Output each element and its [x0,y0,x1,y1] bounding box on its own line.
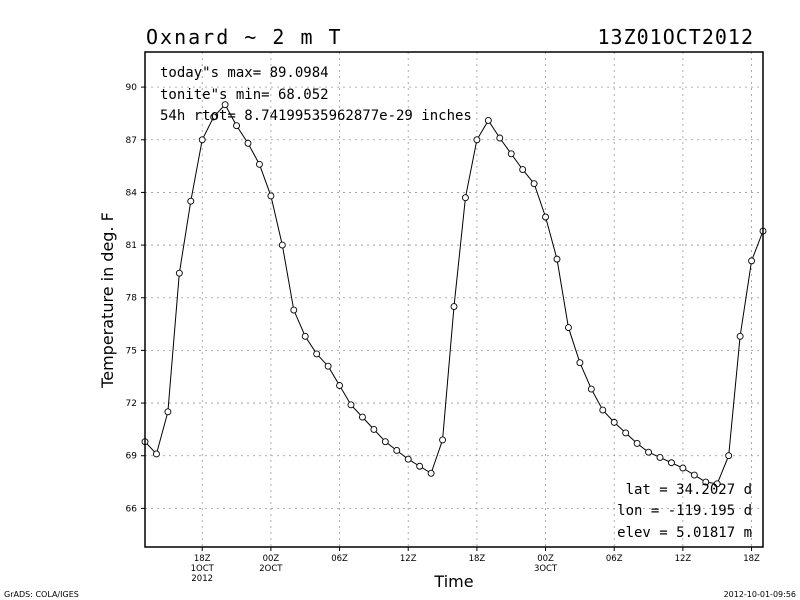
y-axis-ticks: 66 69 72 75 78 81 84 87 90 [126,83,145,514]
data-point-marker [599,406,607,414]
data-point-marker [690,471,698,479]
y-tick-label: 87 [126,136,137,146]
x-tick-label: 00Z [537,554,554,564]
x-tick-label: 2OCT [259,564,283,574]
data-point-marker [622,429,630,437]
x-tick-label: 1OCT [191,564,215,574]
data-point-marker [324,362,332,370]
data-point-marker [244,139,252,147]
data-point-marker [484,117,492,124]
x-tick-label: 18Z [743,554,760,564]
data-point-marker [610,418,618,426]
data-point-marker [210,113,218,121]
y-tick-label: 75 [126,346,137,356]
data-point-marker [198,136,206,144]
data-point-marker [702,478,710,486]
x-axis-label: Time [433,572,473,591]
x-tick-label: 00Z [263,554,280,564]
annotation-max: today"s max= 89.0984 [160,65,329,81]
annotation-lat: lat = 34.2027 d [626,482,752,498]
data-point-marker [587,385,595,393]
x-tick-label: 06Z [606,554,623,564]
x-tick-label: 3OCT [534,564,558,574]
grid [145,52,763,547]
data-point-marker [439,436,447,444]
chart-title-left: Oxnard ~ 2 m T [146,25,343,49]
x-tick-label: 18Z [469,554,486,564]
data-point-marker [278,241,286,249]
data-point-marker [152,450,160,458]
data-point-marker [507,150,515,158]
data-point-marker [416,462,424,470]
data-point-marker [267,192,275,200]
data-point-marker [358,413,366,421]
y-tick-label: 78 [126,294,138,304]
annotation-elev: elev = 5.01817 m [617,525,752,541]
data-point-marker [461,194,469,202]
y-tick-label: 90 [126,83,138,93]
data-point-marker [713,480,721,488]
plot-frame [144,51,764,548]
data-point-marker [221,101,229,109]
data-point-marker [667,459,675,467]
y-tick-label: 81 [126,241,137,251]
x-tick-label: 12Z [675,554,692,564]
footer-right: 2012-10-01-09:56 [724,590,796,599]
y-axis-label: Temperature in deg. F [98,212,117,389]
data-point-marker [576,359,584,367]
y-tick-label: 69 [126,452,138,462]
data-point-marker [301,332,309,340]
data-point-marker [679,464,687,472]
data-point-marker [393,447,401,454]
data-point-marker [530,180,538,188]
data-point-marker [233,122,241,130]
data-point-marker [290,306,298,314]
annotation-lon: lon = -119.195 d [617,503,752,519]
data-point-marker [175,269,183,277]
data-point-marker [347,401,355,409]
x-tick-label: 18Z [194,554,211,564]
data-point-marker [542,213,550,221]
data-point-marker [496,134,504,142]
data-point-marker [748,257,756,265]
annotation-rtot: 54h rtot= 8.74199535962877e-29 inches [160,108,472,124]
data-point-marker [473,136,481,144]
x-tick-label: 12Z [400,554,417,564]
annotation-min: tonite"s min= 68.052 [160,87,329,103]
data-point-marker [313,350,321,358]
data-point-marker [336,382,344,389]
data-point-marker [381,438,389,446]
data-point-marker [404,455,412,463]
data-point-marker [645,448,653,456]
data-point-marker [725,452,733,460]
data-point-marker [450,303,458,310]
data-point-marker [564,324,572,332]
series-line [141,101,767,488]
data-point-marker [519,166,527,174]
data-point-marker [736,332,744,340]
footer-left: GrADS: COLA/IGES [4,590,79,599]
x-tick-label: 06Z [331,554,348,564]
y-tick-label: 84 [126,188,138,198]
data-point-marker [656,454,664,461]
x-tick-label: 2012 [191,574,213,584]
data-point-marker [370,425,378,433]
data-point-marker [633,439,641,447]
data-point-marker [553,255,561,263]
data-point-marker [187,197,195,205]
y-tick-label: 66 [126,504,138,514]
data-point-marker [255,160,263,168]
data-point-marker [427,469,435,477]
temperature-line [144,103,764,485]
data-point-marker [164,408,172,416]
y-tick-label: 72 [126,399,137,409]
chart-title-right: 13Z01OCT2012 [598,25,755,49]
